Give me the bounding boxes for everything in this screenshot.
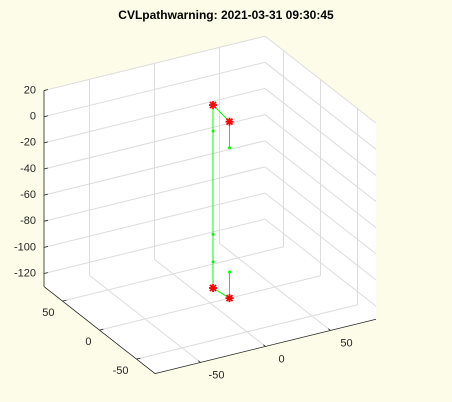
z-tick-label: -120	[14, 267, 36, 279]
tick-mark	[43, 246, 48, 248]
tick-mark	[43, 272, 48, 274]
marker-stroke	[209, 284, 217, 292]
grid-line	[43, 192, 266, 248]
grid-line	[62, 246, 284, 302]
tick-mark	[43, 167, 48, 170]
z-tick-label: 20	[24, 84, 36, 96]
warning-marker	[209, 284, 217, 293]
grid-line	[99, 275, 321, 331]
warning-marker	[225, 117, 234, 126]
y-tick-label: -50	[113, 365, 129, 377]
tick-mark	[43, 219, 48, 222]
grid-line	[43, 166, 266, 222]
tick-mark	[43, 89, 48, 91]
chart-title: CVLpathwarning: 2021-03-31 09:30:45	[118, 8, 334, 22]
y-axis	[43, 286, 156, 374]
x-tick-label: 0	[278, 353, 284, 365]
grid-line	[136, 304, 358, 360]
tick-mark	[43, 193, 48, 196]
tick-mark	[43, 115, 48, 118]
z-tick-label: 0	[30, 111, 36, 123]
warning-marker	[225, 294, 234, 303]
z-tick-label: -60	[20, 189, 36, 201]
grid-line	[43, 87, 266, 144]
grid-line	[264, 140, 377, 229]
marker-stroke	[225, 118, 234, 126]
y-tick-label: 0	[85, 336, 91, 348]
tick-mark	[43, 141, 48, 144]
path-point	[228, 270, 231, 274]
grid-line	[43, 140, 266, 196]
grid-line	[43, 218, 266, 275]
y-tick-label: 50	[42, 307, 54, 319]
path-point	[228, 146, 231, 150]
z-tick-label: -100	[14, 241, 36, 253]
tick-mark	[136, 357, 141, 360]
path-point	[211, 129, 215, 133]
z-tick-label: -80	[20, 215, 36, 227]
grid-line	[264, 114, 377, 202]
x-axis	[154, 318, 377, 374]
grid-line	[264, 88, 377, 176]
tick-mark	[99, 328, 104, 331]
grid-line	[264, 218, 377, 307]
path-point	[211, 232, 215, 236]
grid-line	[264, 35, 377, 124]
z-tick-label: -40	[20, 163, 36, 175]
grid-line	[264, 166, 377, 255]
marker-stroke	[225, 294, 234, 302]
grid-line	[264, 61, 377, 150]
warning-marker	[209, 101, 217, 110]
x-tick-label: -50	[209, 369, 225, 381]
marker-stroke	[209, 101, 217, 109]
x-tick-label: 50	[340, 337, 352, 349]
path-point	[211, 260, 215, 264]
grid-line	[43, 35, 266, 92]
grid-line	[43, 61, 266, 118]
grid-line	[264, 192, 377, 281]
z-tick-label: -20	[20, 137, 36, 149]
tick-mark	[62, 299, 67, 302]
